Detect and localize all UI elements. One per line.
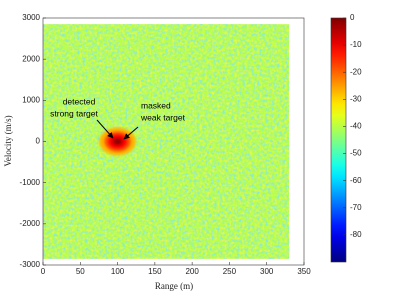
colorbar-tick-label: -80 [350,230,362,239]
plot-area [43,24,290,259]
annotation: weak target [140,112,186,122]
y-tick-label: -1000 [20,178,41,187]
colorbar-tick-label: -40 [350,122,362,131]
x-tick-label: 200 [185,267,199,276]
colorbar-tick-label: -70 [350,203,362,212]
target-ring [114,139,121,144]
x-tick-label: 350 [297,267,311,276]
x-tick-label: 150 [148,267,162,276]
y-axis-label: Velocity (m/s) [3,115,13,166]
x-tick-label: 100 [111,267,125,276]
annotation: detected [63,96,96,106]
annotation: strong target [50,108,98,118]
colorbar-tick-label: -50 [350,149,362,158]
target [99,127,136,156]
colorbar-tick-label: -20 [350,67,362,76]
y-tick-label: 2000 [22,54,40,63]
colorbar-tick-label: -10 [350,40,362,49]
arrow [123,126,139,140]
colorbar-tick-label: -60 [350,176,362,185]
arrow [96,119,114,139]
y-tick-label: 3000 [22,13,40,22]
x-tick-label: 300 [260,267,274,276]
x-axis-label: Range (m) [155,281,193,291]
y-tick-label: -2000 [20,219,41,228]
y-tick-label: 1000 [22,95,40,104]
colorbar-tick-label: 0 [350,13,355,22]
colorbar-tick-label: -30 [350,94,362,103]
x-tick-label: 50 [76,267,85,276]
x-tick-label: 250 [223,267,237,276]
colorbar [330,17,347,263]
y-tick-label: -3000 [20,260,41,269]
y-tick-label: 0 [36,137,41,146]
x-tick-label: 0 [41,267,46,276]
annotation: masked [141,100,171,110]
